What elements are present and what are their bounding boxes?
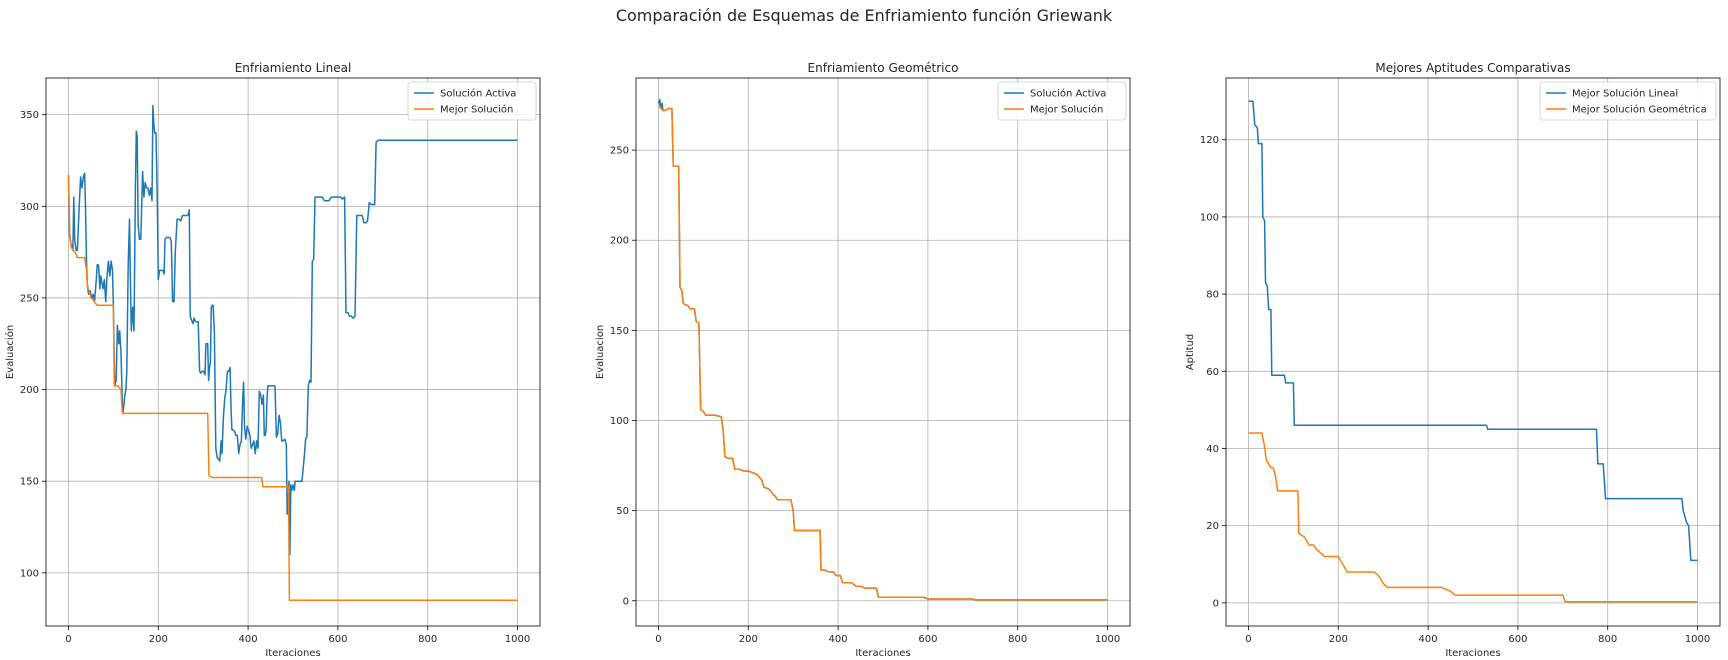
x-tick-label: 200 [149, 634, 168, 645]
series-line-1 [1248, 100, 1698, 562]
y-tick-label: 200 [610, 236, 629, 247]
x-tick-label: 600 [1508, 634, 1527, 645]
x-tick-label: 400 [239, 634, 258, 645]
legend-entry: Mejor Solución Lineal [1572, 88, 1678, 100]
y-tick-label: 50 [616, 506, 629, 517]
axes-frame [45, 77, 541, 627]
legend: Mejor Solución Lineal Mejor Solución Geom… [1539, 81, 1717, 121]
y-axis-label: Aptitud [1185, 334, 1196, 371]
x-tick-label: 1000 [1095, 634, 1120, 645]
x-axis-label: Iteraciones [1445, 648, 1500, 659]
x-tick-label: 800 [418, 634, 437, 645]
series-line-2 [1248, 432, 1698, 603]
y-tick-label: 200 [20, 385, 39, 396]
y-tick-label: 350 [20, 110, 39, 121]
y-tick-label: 40 [1206, 444, 1219, 455]
chart-panel-1: 0 200 400 600 800 1000 100 150 200 250 300 350 Enfri… [4, 61, 541, 659]
legend-box [1539, 81, 1717, 121]
legend: Solución Activa Mejor Solución [997, 81, 1127, 121]
y-tick-label: 100 [1200, 212, 1219, 223]
y-tick-label: 120 [1200, 135, 1219, 146]
chart-title: Mejores Aptitudes Comparativas [1375, 61, 1570, 75]
y-tick-label: 100 [610, 416, 629, 427]
series-line-2 [657, 102, 1108, 601]
y-tick-label: 250 [610, 146, 629, 157]
y-axis-label: Evaluacion [595, 325, 606, 379]
x-tick-label: 800 [1008, 634, 1027, 645]
x-tick-label: 1000 [505, 634, 530, 645]
legend-box [997, 81, 1127, 121]
y-tick-label: 0 [623, 596, 629, 607]
x-tick-label: 400 [1419, 634, 1438, 645]
x-axis-label: Iteraciones [265, 648, 320, 659]
legend-entry: Solución Activa [1030, 88, 1106, 100]
chart-panel-3: 0 200 400 600 800 1000 0 20 40 60 80 100 120 Mejores … [1185, 61, 1721, 659]
legend-entry: Mejor Solución [440, 104, 513, 116]
series-line-2 [67, 175, 518, 602]
figure-suptitle: Comparación de Esquemas de Enfriamiento … [616, 6, 1113, 25]
y-tick-label: 150 [20, 477, 39, 488]
y-tick-label: 100 [20, 568, 39, 579]
y-tick-label: 80 [1206, 290, 1219, 301]
y-tick-label: 20 [1206, 521, 1219, 532]
axes-frame [635, 77, 1131, 627]
x-tick-label: 600 [918, 634, 937, 645]
x-tick-label: 200 [739, 634, 758, 645]
axes-frame [1225, 77, 1721, 627]
series-line-1 [67, 104, 518, 556]
x-tick-label: 200 [1329, 634, 1348, 645]
x-tick-label: 1000 [1685, 634, 1710, 645]
chart-panel-2: 0 200 400 600 800 1000 0 50 100 150 200 250 Enfriami… [595, 61, 1131, 659]
y-tick-label: 250 [20, 293, 39, 304]
y-tick-label: 60 [1206, 367, 1219, 378]
chart-title: Enfriamiento Geométrico [808, 61, 959, 75]
y-tick-label: 150 [610, 326, 629, 337]
legend-entry: Mejor Solución [1030, 104, 1103, 116]
x-tick-label: 400 [829, 634, 848, 645]
legend: Solución Activa Mejor Solución [407, 81, 537, 121]
legend-entry: Solución Activa [440, 88, 516, 100]
x-tick-label: 0 [65, 634, 71, 645]
x-tick-label: 0 [1245, 634, 1251, 645]
x-axis-label: Iteraciones [855, 648, 910, 659]
y-tick-label: 300 [20, 202, 39, 213]
y-axis-label: Evaluación [4, 325, 16, 379]
x-tick-label: 0 [655, 634, 661, 645]
chart-title: Enfriamiento Lineal [235, 61, 352, 75]
x-tick-label: 800 [1598, 634, 1617, 645]
y-tick-label: 0 [1213, 598, 1219, 609]
legend-entry: Mejor Solución Geométrica [1572, 104, 1707, 116]
x-tick-label: 600 [328, 634, 347, 645]
legend-box [407, 81, 537, 121]
